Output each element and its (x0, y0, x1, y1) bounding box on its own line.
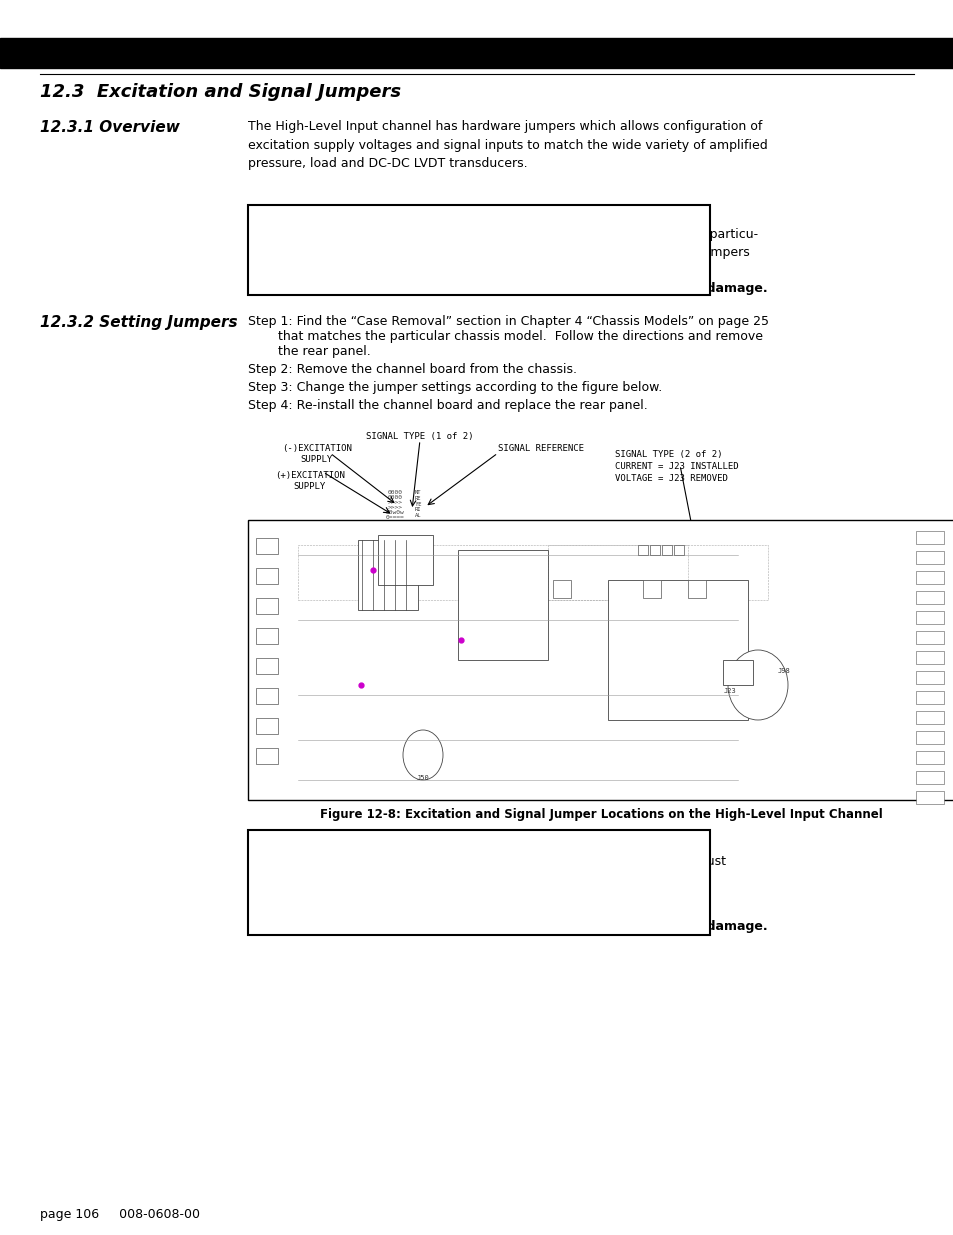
Bar (255, 598, 277, 614)
Bar (915, 671, 943, 684)
Text: SIGNAL REFERENCE: SIGNAL REFERENCE (497, 445, 583, 453)
Text: CAUTION: CAUTION (260, 212, 330, 227)
Text: 12.3.1 Overview: 12.3.1 Overview (40, 120, 180, 135)
Bar (638, 545, 647, 555)
Text: NT
RE
FE
RI
AL: NT RE FE RI AL (415, 490, 421, 519)
Text: Step 3: Change the jumper settings according to the figure below.: Step 3: Change the jumper settings accor… (248, 382, 661, 394)
Text: The High-Level Input channel has hardware jumpers which allows configuration of
: The High-Level Input channel has hardwar… (248, 120, 767, 170)
Bar (649, 545, 659, 555)
Bar (248, 520, 953, 800)
Text: SIGNAL TYPE (1 of 2): SIGNAL TYPE (1 of 2) (366, 432, 474, 441)
Bar (0, 38, 953, 68)
Text: Failure to comply with these instructions may result in product damage.: Failure to comply with these instruction… (260, 282, 767, 295)
Text: +++|: +++| (387, 520, 402, 526)
Bar (357, 540, 417, 610)
Text: J98: J98 (778, 668, 790, 674)
Text: There are two separate jumpers for the “signal type” whose settings must
match.: There are two separate jumpers for the “… (260, 855, 725, 888)
Bar (661, 545, 671, 555)
Bar (297, 545, 687, 600)
Text: (-)EXCITATION
SUPPLY: (-)EXCITATION SUPPLY (282, 445, 352, 464)
Text: page 106     008-0608-00: page 106 008-0608-00 (40, 1208, 200, 1221)
Text: 12.3.2 Setting Jumpers: 12.3.2 Setting Jumpers (40, 315, 237, 330)
Bar (255, 538, 277, 555)
Bar (255, 568, 277, 584)
Bar (915, 751, 943, 764)
Text: 80w0w: 80w0w (385, 510, 404, 515)
Text: that matches the particular chassis model.  Follow the directions and remove: that matches the particular chassis mode… (277, 330, 762, 343)
Text: Figure 12-8: Excitation and Signal Jumper Locations on the High-Level Input Chan: Figure 12-8: Excitation and Signal Jumpe… (319, 808, 882, 821)
Bar (722, 659, 752, 685)
Bar (915, 790, 943, 804)
Bar (255, 658, 277, 674)
Bar (377, 535, 433, 585)
Bar (248, 830, 709, 935)
Text: J50: J50 (416, 776, 429, 781)
Bar (687, 580, 705, 598)
Bar (607, 580, 747, 720)
Bar (915, 771, 943, 784)
Bar (915, 551, 943, 564)
Bar (553, 580, 571, 598)
Bar (255, 688, 277, 704)
Text: the rear panel.: the rear panel. (277, 345, 371, 358)
Text: Step 4: Re-install the channel board and replace the rear panel.: Step 4: Re-install the channel board and… (248, 399, 647, 412)
Ellipse shape (727, 650, 787, 720)
Text: >>>>: >>>> (387, 500, 402, 505)
Text: Step 1: Find the “Case Removal” section in Chapter 4 “Chassis Models” on page 25: Step 1: Find the “Case Removal” section … (248, 315, 768, 329)
Text: SIGNAL TYPE (2 of 2)
CURRENT = J23 INSTALLED
VOLTAGE = J23 REMOVED: SIGNAL TYPE (2 of 2) CURRENT = J23 INSTA… (615, 450, 738, 483)
Text: (+)EXCITATION
SUPPLY: (+)EXCITATION SUPPLY (274, 471, 345, 492)
Bar (673, 545, 683, 555)
Bar (915, 592, 943, 604)
Text: Step 2: Remove the channel board from the chassis.: Step 2: Remove the channel board from th… (248, 363, 577, 375)
Bar (547, 545, 767, 600)
Bar (255, 629, 277, 643)
Bar (915, 571, 943, 584)
Text: 12.3  Excitation and Signal Jumpers: 12.3 Excitation and Signal Jumpers (40, 83, 400, 101)
Text: >>>>: >>>> (387, 505, 402, 510)
Bar (915, 611, 943, 624)
Bar (915, 692, 943, 704)
Text: 0====: 0==== (385, 515, 404, 520)
Ellipse shape (402, 730, 442, 781)
Bar (457, 550, 547, 659)
Text: 0000: 0000 (387, 490, 402, 495)
Bar (915, 531, 943, 543)
Text: "Wiring" on page 98 explains which jumpers settings are required for a particu-
: "Wiring" on page 98 explains which jumpe… (260, 228, 758, 277)
Bar (915, 651, 943, 664)
Text: J23: J23 (723, 688, 736, 694)
Bar (642, 580, 660, 598)
Bar (255, 748, 277, 764)
Bar (915, 711, 943, 724)
Text: CAUTION: CAUTION (260, 839, 330, 852)
Bar (915, 731, 943, 743)
Bar (255, 718, 277, 734)
Text: 0000: 0000 (387, 495, 402, 500)
Bar (915, 631, 943, 643)
Text: Failure to comply with these instructions may result in product damage.: Failure to comply with these instruction… (260, 920, 767, 932)
Bar (248, 205, 709, 295)
